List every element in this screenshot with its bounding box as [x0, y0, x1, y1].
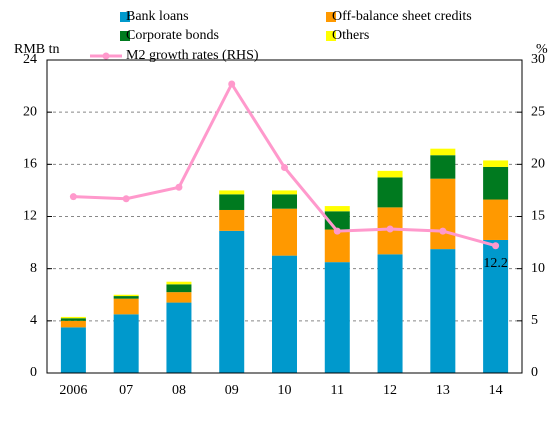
y-tick-label: 16	[23, 157, 37, 172]
bar-segment	[219, 190, 245, 195]
line-marker	[333, 227, 341, 235]
plot-frame	[46, 59, 523, 374]
y2-tick-label: 5	[531, 313, 538, 328]
y2-tick-label: 0	[531, 365, 538, 380]
legend-swatch	[120, 31, 130, 41]
bar-segment	[430, 148, 456, 156]
bar-segment	[272, 255, 297, 373]
bar-segment	[60, 318, 86, 321]
bar-segment	[377, 254, 403, 373]
bar-segment	[113, 298, 139, 315]
bar-segment	[430, 155, 456, 179]
x-tick-label: 13	[436, 383, 450, 398]
bar-segment	[483, 160, 509, 167]
x-tick-label: 2006	[59, 383, 87, 398]
bar-segment	[272, 208, 297, 256]
line-marker	[175, 183, 183, 191]
y-tick-label: 0	[30, 365, 37, 380]
line-marker	[122, 195, 130, 203]
y-tick-label: 12	[23, 209, 37, 224]
bar-segment	[324, 229, 350, 263]
y2-axis-label: %	[536, 42, 548, 57]
legend-label: M2 growth rates (RHS)	[126, 48, 259, 63]
y-axis-label: RMB tn	[14, 42, 60, 57]
bar-segment	[483, 199, 509, 240]
bar-segment	[60, 320, 86, 328]
legend-label: Off-balance sheet credits	[332, 9, 472, 24]
legend-marker	[102, 52, 110, 60]
y2-tick-label: 30	[531, 52, 545, 67]
bar-segment	[166, 284, 192, 293]
bar-segment	[113, 314, 139, 373]
bar-segment	[166, 292, 192, 303]
y2-tick-label: 25	[531, 104, 545, 119]
legend-swatch	[326, 12, 336, 22]
bar-segment	[324, 206, 350, 212]
y2-tick-label: 15	[531, 209, 545, 224]
y-tick-label: 4	[30, 313, 37, 328]
x-tick-label: 11	[331, 383, 344, 398]
bar-segment	[483, 239, 509, 373]
y-tick-label: 24	[23, 52, 37, 67]
x-tick-label: 09	[225, 383, 239, 398]
line-marker	[281, 163, 288, 171]
bar-segment	[272, 194, 297, 209]
x-tick-label: 10	[278, 383, 292, 398]
bar-segment	[377, 177, 403, 208]
y-tick-label: 8	[30, 261, 37, 276]
line-marker	[439, 227, 447, 235]
line-marker	[492, 242, 500, 250]
y-tick-label: 20	[23, 104, 37, 119]
line-marker	[228, 80, 236, 88]
bar-segment	[60, 316, 86, 319]
bar-segment	[430, 249, 456, 373]
x-tick-label: 12	[383, 383, 397, 398]
data-label: 12.2	[483, 256, 508, 271]
line-marker	[386, 225, 394, 233]
bar-segment	[483, 166, 509, 200]
line-marker	[69, 193, 77, 201]
legend-label: Bank loans	[126, 9, 189, 24]
x-tick-label: 14	[489, 383, 503, 398]
bar-segment	[60, 327, 86, 373]
x-tick-label: 07	[119, 383, 133, 398]
legend-swatch	[120, 12, 130, 22]
bar-segment	[113, 296, 139, 299]
bar-segment	[377, 170, 403, 178]
bar-segment	[219, 230, 245, 373]
y2-tick-label: 20	[531, 157, 545, 172]
bar-segment	[324, 262, 350, 373]
x-tick-label: 08	[172, 383, 186, 398]
bar-segment	[272, 190, 297, 195]
bar-segment	[430, 178, 456, 250]
bar-segment	[166, 302, 192, 373]
bar-segment	[219, 209, 245, 231]
y2-tick-label: 10	[531, 261, 545, 276]
legend-label: Others	[332, 28, 369, 43]
legend-label: Corporate bonds	[126, 28, 219, 43]
bar-segment	[166, 281, 192, 285]
legend-swatch	[326, 31, 336, 41]
bar-segment	[219, 194, 245, 210]
bar-segment	[113, 294, 139, 297]
